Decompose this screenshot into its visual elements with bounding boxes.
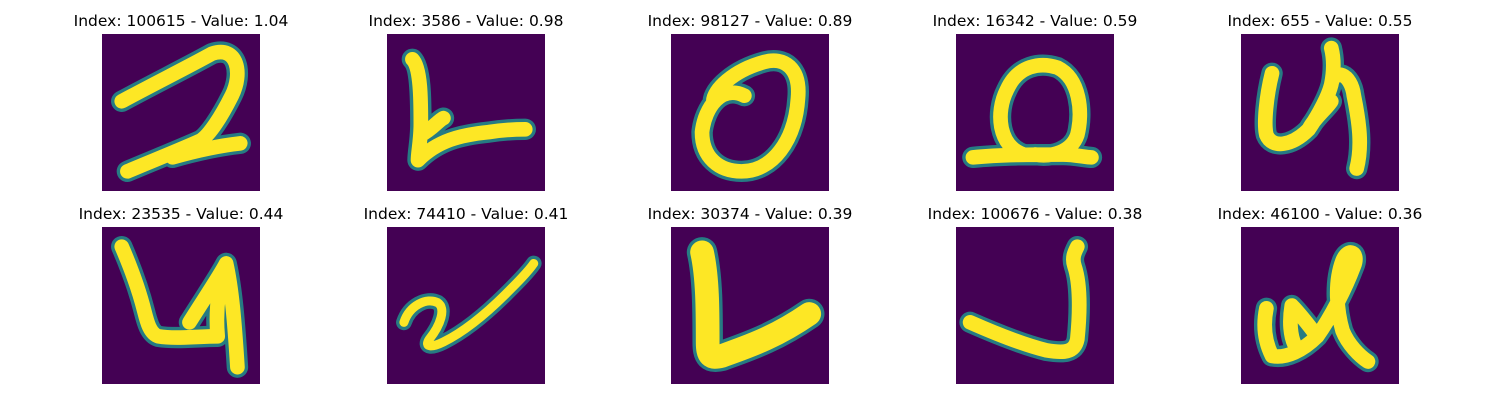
panel-title: Index: 100676 - Value: 0.38 bbox=[927, 205, 1143, 223]
panel-title: Index: 3586 - Value: 0.98 bbox=[368, 12, 564, 30]
panel-1: Index: 100615 - Value: 1.04 bbox=[61, 12, 301, 192]
digit-image bbox=[387, 34, 545, 191]
digit-stroke bbox=[114, 239, 245, 375]
digit-stroke bbox=[690, 240, 822, 369]
digit-image bbox=[1241, 227, 1399, 384]
panel-10: Index: 46100 - Value: 0.36 bbox=[1200, 205, 1440, 385]
panel-title: Index: 98127 - Value: 0.89 bbox=[647, 12, 853, 30]
digit-image bbox=[671, 227, 829, 384]
panel-7: Index: 74410 - Value: 0.41 bbox=[346, 205, 586, 385]
digit-stroke bbox=[962, 239, 1087, 360]
digit-image bbox=[671, 34, 829, 191]
panel-title: Index: 30374 - Value: 0.39 bbox=[647, 205, 853, 223]
digit-stroke bbox=[399, 258, 539, 351]
panel-title: Index: 100615 - Value: 1.04 bbox=[73, 12, 289, 30]
panel-4: Index: 16342 - Value: 0.59 bbox=[915, 12, 1155, 192]
panel-9: Index: 100676 - Value: 0.38 bbox=[915, 205, 1155, 385]
panel-6: Index: 23535 - Value: 0.44 bbox=[61, 205, 301, 385]
digit-stroke bbox=[405, 51, 533, 168]
panel-3: Index: 98127 - Value: 0.89 bbox=[630, 12, 870, 192]
digit-image bbox=[956, 227, 1114, 384]
digit-image bbox=[1241, 34, 1399, 191]
digit-stroke bbox=[965, 58, 1099, 165]
panel-5: Index: 655 - Value: 0.55 bbox=[1200, 12, 1440, 192]
panel-2: Index: 3586 - Value: 0.98 bbox=[346, 12, 586, 192]
panel-title: Index: 46100 - Value: 0.36 bbox=[1217, 205, 1423, 223]
digit-stroke bbox=[694, 53, 806, 179]
panel-title: Index: 655 - Value: 0.55 bbox=[1227, 12, 1413, 30]
digit-image bbox=[102, 34, 260, 191]
digit-image bbox=[102, 227, 260, 384]
digit-stroke bbox=[114, 44, 248, 179]
digit-stroke bbox=[1257, 40, 1368, 176]
digit-image bbox=[387, 227, 545, 384]
digit-stroke bbox=[1257, 245, 1376, 369]
panel-8: Index: 30374 - Value: 0.39 bbox=[630, 205, 870, 385]
digit-image bbox=[956, 34, 1114, 191]
panel-title: Index: 23535 - Value: 0.44 bbox=[78, 205, 284, 223]
panel-title: Index: 74410 - Value: 0.41 bbox=[363, 205, 569, 223]
panel-title: Index: 16342 - Value: 0.59 bbox=[932, 12, 1138, 30]
